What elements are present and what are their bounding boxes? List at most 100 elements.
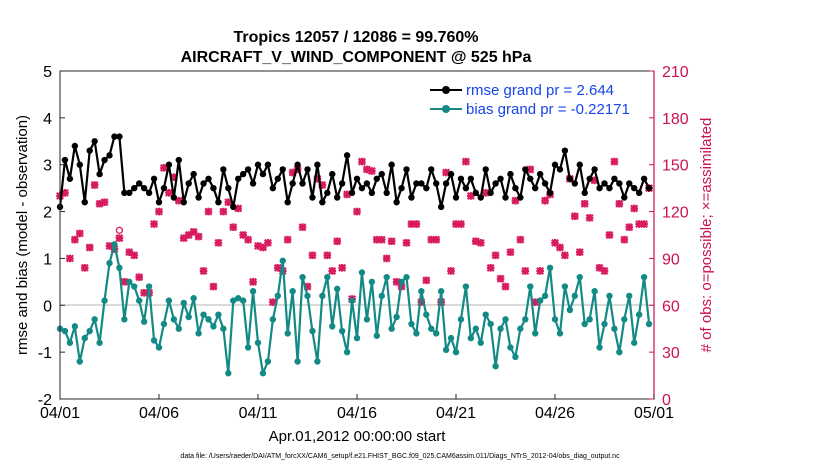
obs-assimilated-marker: [244, 235, 253, 244]
bias-point: [413, 330, 420, 337]
bias-point: [131, 283, 138, 290]
bias-point: [418, 288, 425, 295]
bias-point: [86, 327, 93, 335]
bias-point: [111, 241, 118, 248]
y-tick-label: 5: [43, 64, 52, 81]
rmse-point: [190, 170, 197, 178]
rmse-point: [150, 175, 158, 182]
obs-assimilated-marker: [313, 174, 322, 183]
rmse-point: [185, 180, 192, 187]
bias-point: [611, 325, 618, 332]
obs-assimilated-marker-shape: [65, 254, 74, 263]
bias-point: [423, 311, 430, 318]
obs-assimilated-marker: [150, 220, 159, 229]
bias-point: [635, 311, 643, 318]
bias-point: [576, 273, 583, 281]
bias-series-layer: [56, 241, 653, 377]
obs-assimilated-marker-shape: [199, 266, 208, 275]
obs-assimilated-marker-shape: [194, 232, 203, 241]
obs-assimilated-marker: [263, 238, 272, 247]
obs-assimilated-marker-shape: [328, 266, 337, 275]
obs-assimilated-marker-shape: [164, 188, 173, 197]
bias-point: [254, 339, 262, 346]
obs-assimilated-marker: [452, 220, 460, 229]
bias-point: [71, 323, 79, 330]
rmse-point: [556, 166, 564, 173]
rmse-point: [601, 180, 608, 187]
y-tick-label: -1: [38, 345, 52, 362]
obs-assimilated-marker-shape: [293, 165, 302, 174]
y-right-tick-label: 180: [662, 111, 689, 128]
y-axis-right-label: # of obs: o=possible; ×=assimilated: [698, 118, 715, 353]
obs-assimilated-marker: [209, 282, 218, 291]
bias-point: [126, 278, 133, 286]
rmse-point: [235, 175, 242, 182]
obs-assimilated-marker: [377, 235, 386, 244]
obs-possible-marker: [115, 226, 124, 234]
rmse-point: [581, 189, 588, 197]
rmse-point: [66, 175, 74, 182]
legend-bias-marker: [442, 105, 450, 113]
y-tick-label: 1: [43, 251, 52, 268]
obs-assimilated-marker-shape: [150, 220, 159, 229]
rmse-point: [343, 152, 351, 159]
obs-assimilated-marker: [466, 191, 475, 200]
obs-assimilated-marker: [551, 238, 559, 247]
obs-assimilated-marker-shape: [555, 243, 564, 252]
bias-point: [442, 346, 450, 353]
rmse-point: [586, 175, 593, 182]
obs-assimilated-marker-shape: [496, 274, 505, 283]
bias-point: [225, 370, 232, 377]
obs-assimilated-marker: [432, 235, 441, 244]
obs-assimilated-marker-shape: [308, 251, 317, 260]
obs-assimilated-marker-shape: [263, 238, 272, 247]
obs-assimilated-marker-shape: [372, 235, 381, 244]
rmse-point: [220, 166, 227, 173]
obs-assimilated-marker-shape: [85, 243, 94, 252]
obs-assimilated-marker: [214, 238, 223, 247]
rmse-point: [517, 194, 524, 201]
obs-assimilated-marker: [595, 263, 604, 272]
x-tick-label: 04/26: [535, 405, 575, 422]
bias-point: [309, 327, 316, 335]
obs-assimilated-marker-shape: [159, 163, 168, 172]
obs-assimilated-marker-shape: [491, 251, 500, 260]
obs-assimilated-marker: [560, 251, 569, 260]
bias-point: [230, 297, 237, 304]
bias-point: [324, 273, 331, 281]
obs-assimilated-marker: [427, 235, 436, 244]
obs-assimilated-marker-shape: [580, 199, 589, 208]
obs-assimilated-marker-shape: [575, 248, 584, 257]
obs-assimilated-marker: [343, 190, 352, 199]
obs-assimilated-marker: [461, 157, 470, 166]
bias-point: [259, 370, 267, 377]
rmse-point: [353, 175, 361, 182]
obs-assimilated-marker: [635, 220, 644, 229]
obs-assimilated-marker: [174, 196, 183, 205]
y-tick-label: 2: [43, 205, 52, 222]
obs-assimilated-marker: [476, 238, 485, 247]
rmse-point: [96, 170, 103, 178]
bias-point: [150, 337, 158, 344]
obs-assimilated-marker: [338, 263, 347, 272]
obs-assimilated-marker-shape: [249, 277, 258, 286]
obs-assimilated-marker: [298, 223, 307, 232]
obs-assimilated-marker: [254, 241, 262, 250]
obs-assimilated-marker: [600, 266, 609, 275]
obs-assimilated-marker: [184, 231, 193, 239]
legend-box: [424, 80, 642, 120]
rmse-point: [388, 161, 395, 168]
bias-point: [581, 320, 588, 328]
obs-assimilated-marker-shape: [615, 199, 624, 208]
rmse-point: [274, 175, 281, 182]
x-tick-label: 04/06: [139, 405, 179, 422]
bias-point: [487, 320, 494, 328]
obs-assimilated-marker: [521, 266, 530, 275]
obs-assimilated-marker: [308, 251, 317, 260]
bias-point: [561, 283, 569, 290]
obs-assimilated-marker-shape: [595, 263, 604, 272]
obs-assimilated-marker-shape: [80, 263, 89, 272]
obs-assimilated-marker: [372, 235, 381, 244]
bias-point: [512, 353, 519, 361]
bias-point: [185, 313, 192, 321]
